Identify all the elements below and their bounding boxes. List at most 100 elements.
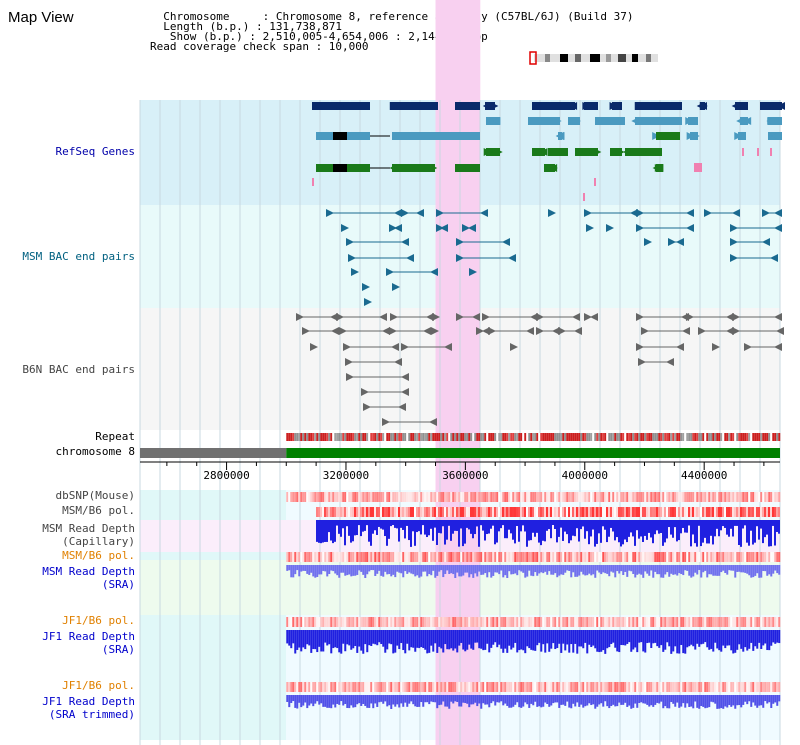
- depth-bar: [562, 520, 564, 541]
- depth-bar: [380, 565, 383, 576]
- depth-bar: [472, 695, 475, 705]
- heat-cell: [606, 507, 608, 517]
- repeat-element: [640, 433, 643, 441]
- heat-cell: [630, 507, 632, 517]
- depth-bar: [610, 630, 613, 644]
- repeat-element: [462, 433, 465, 441]
- heat-cell: [436, 492, 439, 502]
- depth-bar: [744, 630, 747, 648]
- heat-cell: [540, 552, 543, 562]
- depth-bar: [594, 565, 597, 578]
- depth-bar: [464, 565, 467, 573]
- depth-bar: [766, 630, 769, 651]
- depth-bar: [418, 695, 421, 707]
- heat-cell: [652, 507, 654, 517]
- heat-cell: [778, 492, 781, 502]
- repeat-element: [496, 433, 499, 441]
- repeat-element: [472, 433, 475, 441]
- repeat-element: [308, 433, 311, 441]
- depth-bar: [662, 565, 665, 578]
- depth-bar: [522, 565, 525, 573]
- depth-bar: [614, 630, 617, 648]
- heat-cell: [322, 492, 325, 502]
- depth-bar: [380, 695, 383, 702]
- heat-cell: [482, 552, 485, 562]
- refseq-track-background: [140, 100, 780, 205]
- depth-bar: [602, 565, 605, 573]
- heat-cell: [494, 552, 497, 562]
- depth-bar: [412, 630, 415, 648]
- depth-bar: [516, 565, 519, 576]
- heat-cell: [584, 492, 587, 502]
- depth-bar: [530, 520, 532, 541]
- heat-cell: [366, 552, 369, 562]
- heat-cell: [548, 617, 551, 627]
- heat-cell: [394, 617, 397, 627]
- heat-cell: [486, 617, 489, 627]
- depth-bar: [386, 630, 389, 650]
- depth-bar: [524, 695, 527, 703]
- heat-cell: [638, 492, 641, 502]
- repeat-element: [312, 433, 315, 441]
- depth-bar: [720, 630, 723, 652]
- depth-bar: [306, 565, 309, 574]
- heat-cell: [470, 492, 473, 502]
- repeat-element: [528, 433, 531, 441]
- repeat-element: [634, 433, 637, 441]
- repeat-element: [656, 433, 659, 441]
- heat-cell: [488, 617, 491, 627]
- dbsnp-strip: [286, 492, 781, 502]
- repeat-element: [420, 433, 423, 441]
- depth-bar: [442, 520, 444, 527]
- heat-cell: [562, 507, 564, 517]
- depth-bar: [690, 565, 693, 578]
- heat-cell: [592, 617, 595, 627]
- repeat-element: [418, 433, 421, 441]
- ideogram-band: [606, 54, 611, 62]
- depth-bar: [296, 695, 299, 709]
- heat-cell: [452, 682, 455, 692]
- heat-cell: [614, 617, 617, 627]
- depth-bar: [606, 695, 609, 707]
- depth-bar: [460, 565, 463, 577]
- heat-cell: [672, 492, 675, 502]
- heat-cell: [510, 492, 513, 502]
- heat-cell: [530, 492, 533, 502]
- depth-bar: [418, 630, 421, 649]
- depth-bar: [580, 695, 583, 705]
- heat-cell: [432, 552, 435, 562]
- depth-bar: [618, 630, 621, 653]
- depth-bar: [344, 565, 347, 576]
- depth-bar: [694, 695, 697, 702]
- depth-bar: [490, 630, 493, 648]
- heat-cell: [378, 682, 381, 692]
- chromosome-ideogram: [529, 51, 658, 65]
- bac-end-marker: [686, 313, 694, 321]
- heat-cell: [762, 552, 765, 562]
- gene-strand-arrow: [688, 132, 697, 140]
- depth-bar: [764, 630, 767, 644]
- depth-bar: [354, 565, 357, 576]
- repeat-element: [292, 433, 295, 441]
- gene-strand-arrow: [549, 164, 558, 172]
- depth-bar: [368, 695, 371, 708]
- depth-bar: [662, 520, 664, 546]
- repeat-element: [430, 433, 433, 441]
- heat-cell: [582, 617, 585, 627]
- repeat-element: [556, 433, 559, 441]
- depth-bar: [414, 695, 417, 707]
- gene-strand-arrow: [419, 132, 428, 140]
- heat-cell: [356, 552, 359, 562]
- depth-bar: [620, 695, 623, 705]
- depth-bar: [502, 695, 505, 706]
- depth-bar: [620, 630, 623, 646]
- heat-cell: [622, 617, 625, 627]
- heat-cell: [634, 682, 637, 692]
- heat-cell: [372, 682, 375, 692]
- gene-feature: [392, 132, 455, 140]
- heat-cell: [446, 492, 449, 502]
- repeat-element: [330, 433, 333, 441]
- depth-bar: [590, 695, 593, 706]
- heat-cell: [666, 682, 669, 692]
- heat-cell: [606, 492, 609, 502]
